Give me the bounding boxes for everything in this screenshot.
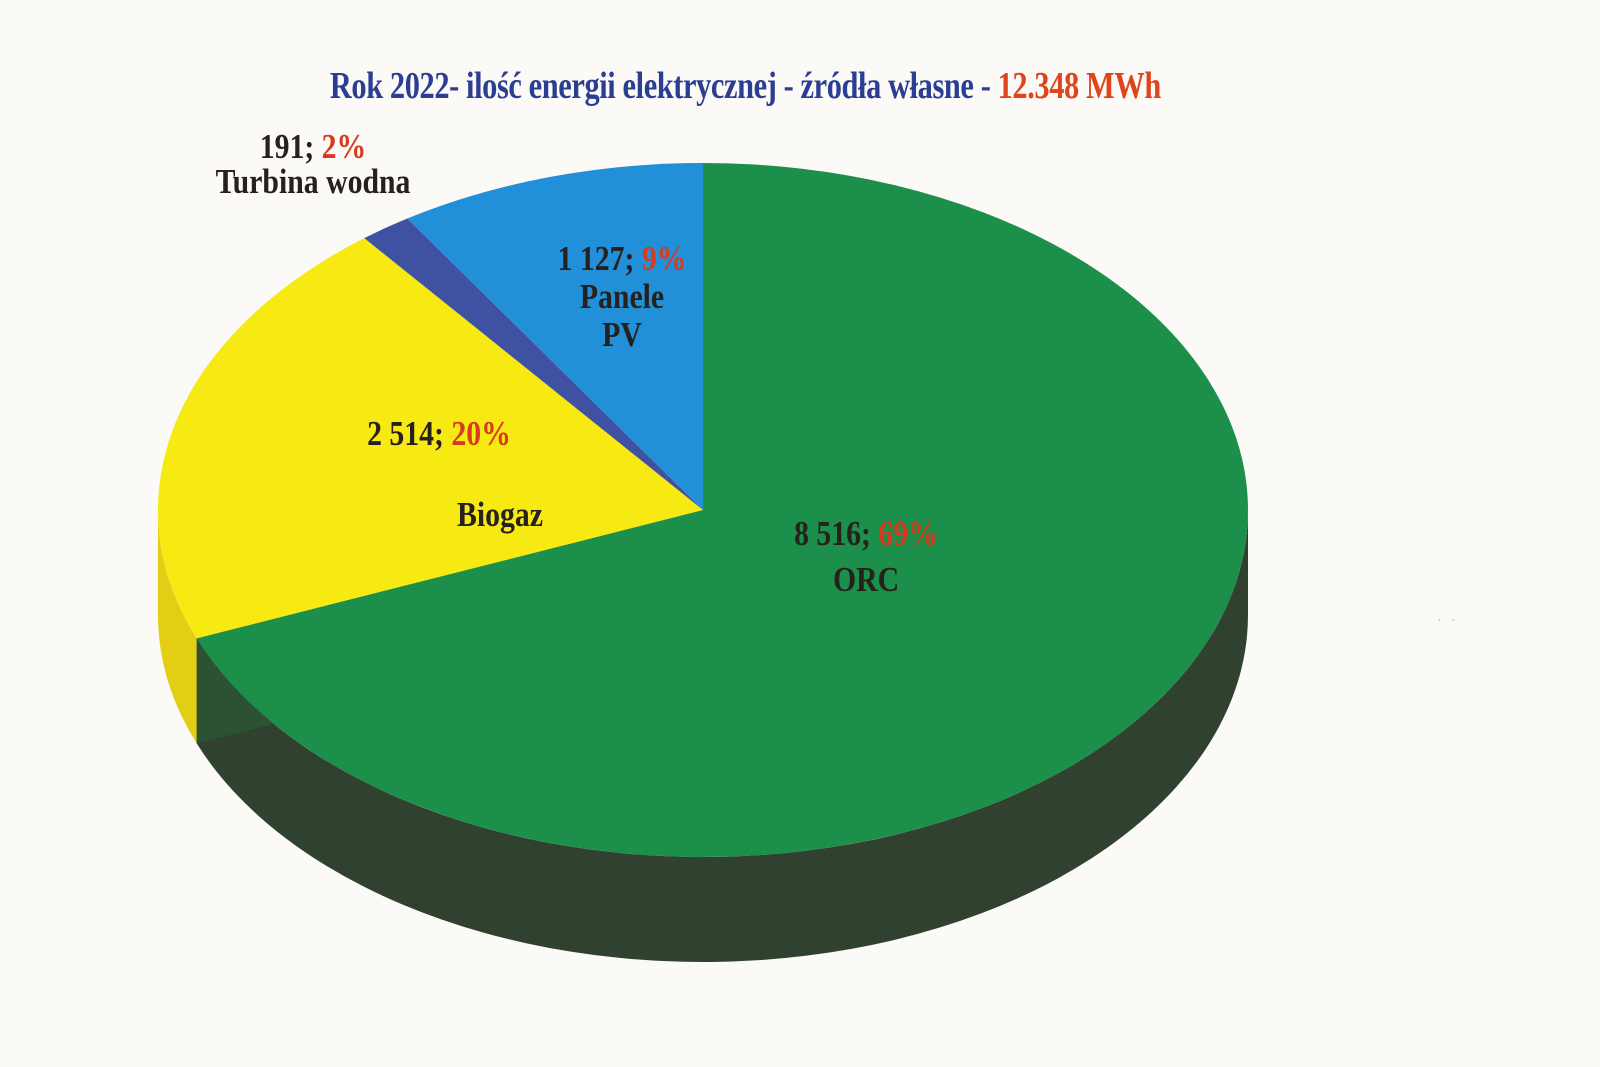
- slice-value-line: 191; 2%: [126, 129, 500, 164]
- slice-label-orc: 8 516; 69% ORC: [646, 511, 1086, 603]
- slice-value: 8 516;: [794, 514, 879, 553]
- slice-value-line: 8 516; 69%: [679, 511, 1053, 557]
- slice-name: ORC: [832, 560, 900, 599]
- slice-label-biogaz-value: 2 514; 20%: [219, 415, 659, 453]
- slice-percent: 9%: [641, 239, 687, 278]
- slice-name-line1: Panele: [579, 277, 665, 316]
- slice-value: 1 127;: [557, 239, 642, 278]
- slice-name: Turbina wodna: [215, 162, 411, 201]
- slice-name-line2: PV: [602, 315, 642, 354]
- scan-speck: · ·: [1437, 614, 1459, 629]
- chart-title-total-value: 12.348 MWh: [997, 65, 1161, 107]
- chart-title-text: Rok 2022- ilość energii elektrycznej - ź…: [330, 64, 1161, 108]
- slice-value-line: 1 127; 9%: [435, 240, 809, 278]
- slice-label-biogaz-name: Biogaz: [280, 496, 720, 534]
- chart-title: Rok 2022- ilość energii elektrycznej - ź…: [145, 64, 1345, 108]
- slice-percent: 2%: [321, 127, 367, 166]
- slice-label-panele-pv: 1 127; 9% Panele PV: [402, 240, 842, 354]
- slice-label-turbina-wodna: 191; 2% Turbina wodna: [93, 129, 533, 199]
- slice-value-line: 2 514; 20%: [252, 415, 626, 453]
- slice-value: 2 514;: [367, 414, 452, 453]
- slice-percent: 20%: [451, 414, 511, 453]
- slice-percent: 69%: [878, 514, 938, 553]
- chart-title-main: Rok 2022- ilość energii elektrycznej - ź…: [329, 65, 998, 107]
- slice-name: Biogaz: [457, 495, 543, 534]
- slice-value: 191;: [259, 127, 322, 166]
